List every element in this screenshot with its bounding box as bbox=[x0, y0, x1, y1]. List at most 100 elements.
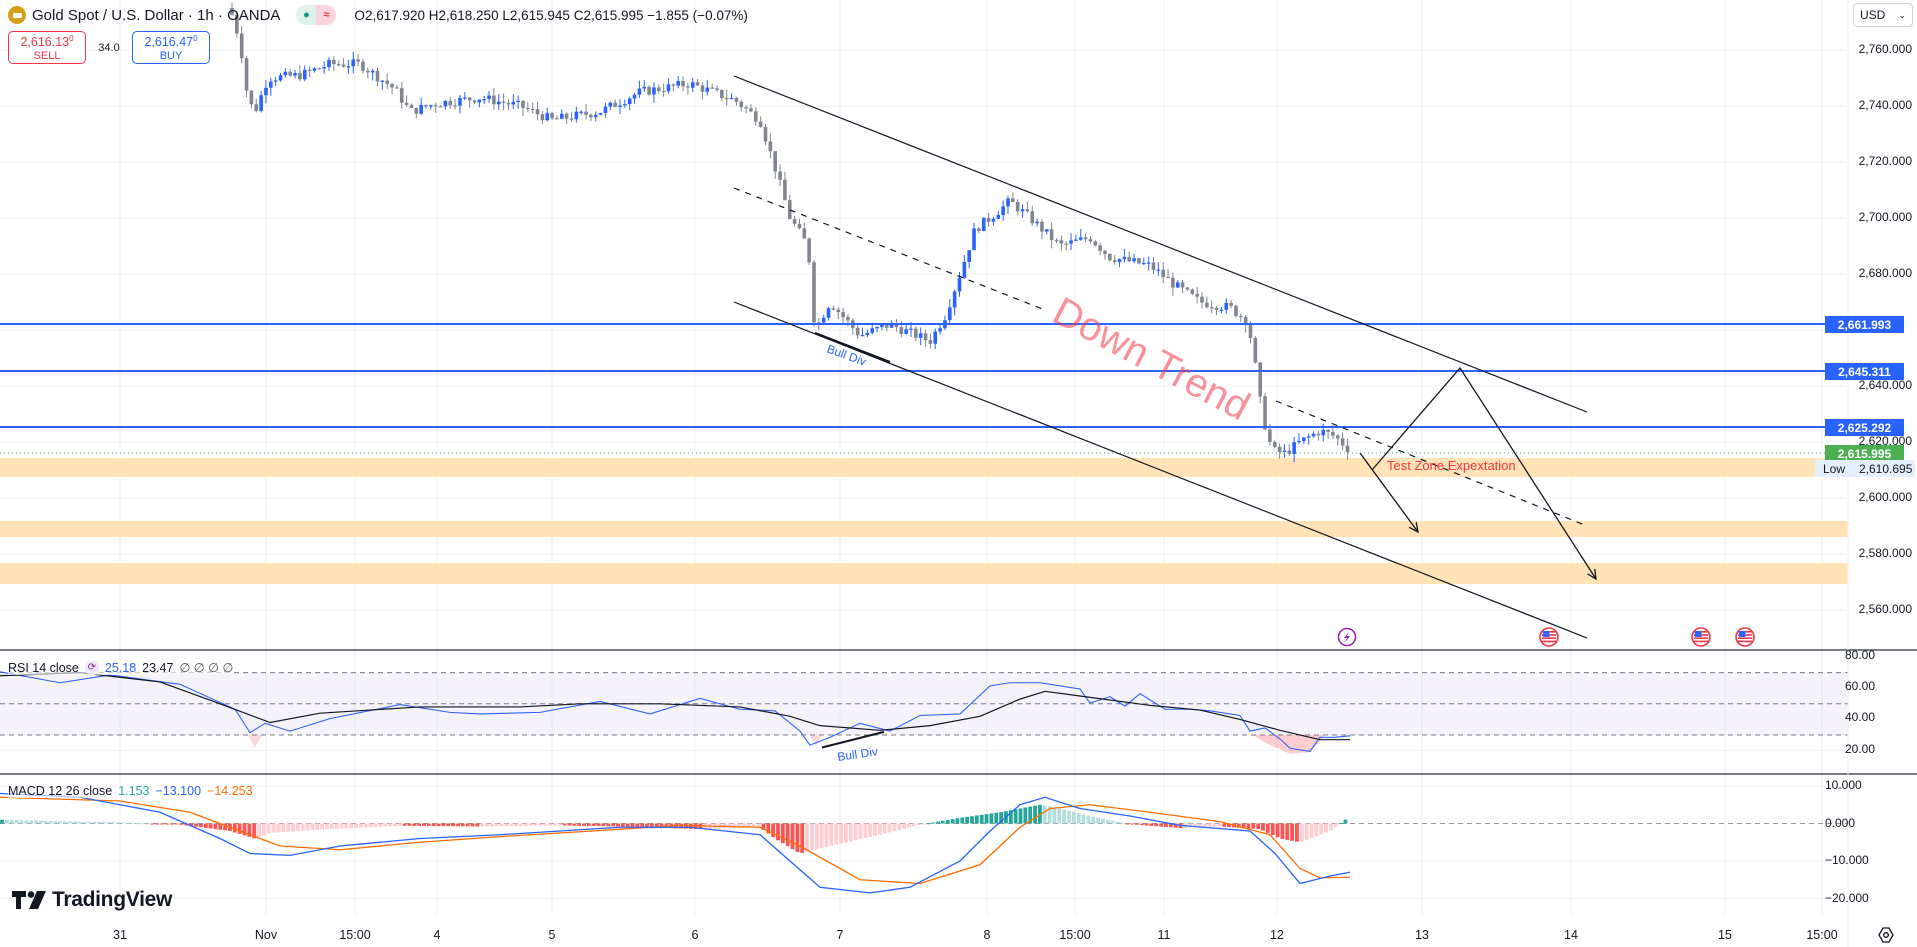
time-axis-label: 15:00 bbox=[1059, 928, 1091, 942]
refresh-icon: ⟳ bbox=[84, 660, 99, 675]
candles bbox=[230, 3, 1350, 463]
us-flag-event-icon bbox=[1539, 627, 1559, 647]
low-value: 2,615.945 bbox=[509, 7, 570, 23]
tradingview-logo[interactable]: TradingView bbox=[12, 888, 172, 912]
channel-lower bbox=[733, 301, 1588, 639]
rsi-extra-values: ∅ ∅ ∅ ∅ bbox=[179, 661, 234, 675]
rsi-value: 25.18 bbox=[104, 660, 137, 675]
rsi-ma-value: 23.47 bbox=[142, 660, 174, 675]
price-axis-label: 2,580.000 bbox=[1858, 546, 1912, 560]
rsi-axis-label: 80.00 bbox=[1844, 648, 1875, 662]
brand-name: TradingView bbox=[52, 888, 173, 911]
buy-price: 2,616.47 bbox=[144, 35, 194, 50]
test-zone-label: Test Zone Expextation bbox=[1387, 458, 1516, 473]
time-axis-label: 15:00 bbox=[339, 928, 371, 942]
sell-button[interactable]: 2,616.130 SELL bbox=[8, 31, 86, 64]
rsi-axis-label: 20.00 bbox=[1844, 741, 1875, 756]
spread-value: 34.0 bbox=[98, 41, 120, 54]
demand-zone bbox=[0, 563, 1848, 584]
macd-axis-label: −10.000 bbox=[1825, 853, 1869, 867]
price-tag: 2,661.993 bbox=[1825, 316, 1904, 333]
rsi-legend[interactable]: RSI 14 close ⟳ 25.18 23.47 ∅ ∅ ∅ ∅ bbox=[8, 660, 234, 675]
time-axis-label: 5 bbox=[548, 928, 556, 942]
rsi-bull-div-label: Bull Div bbox=[836, 744, 878, 764]
time-axis-label: 12 bbox=[1270, 928, 1284, 942]
sell-price-sup: 0 bbox=[69, 33, 74, 43]
price-axis-label: 2,620.000 bbox=[1858, 434, 1912, 448]
us-flag-event-icon bbox=[1691, 627, 1711, 647]
currency-select[interactable]: USD ⌄ bbox=[1853, 3, 1913, 27]
time-axis-label: 6 bbox=[691, 928, 699, 942]
symbol-header: Gold Spot / U.S. Dollar · 1h · OANDA ● ≈… bbox=[8, 5, 748, 25]
currency-value: USD bbox=[1860, 8, 1886, 22]
macd-signal-line bbox=[0, 796, 1351, 885]
macd-title: MACD 12 26 close bbox=[8, 784, 113, 798]
macd-axis-label: 10.000 bbox=[1825, 778, 1862, 792]
chevron-down-icon: ⌄ bbox=[1898, 9, 1906, 20]
open-label: O bbox=[354, 7, 365, 23]
price-axis-label: 2,560.000 bbox=[1858, 602, 1912, 616]
open-value: 2,617.920 bbox=[364, 7, 425, 23]
rsi-axis-label: 40.00 bbox=[1844, 710, 1875, 725]
low-tag-label: Low bbox=[1823, 461, 1846, 476]
delayed-data-icon: ≈ bbox=[316, 5, 337, 25]
high-label: H bbox=[428, 7, 439, 23]
price-axis-label: 2,680.000 bbox=[1858, 266, 1912, 280]
buy-button[interactable]: 2,616.470 BUY bbox=[132, 31, 210, 64]
trade-panel: 2,616.130 SELL 34.0 2,616.470 BUY bbox=[8, 31, 210, 64]
sell-label: SELL bbox=[33, 50, 61, 63]
price-axis-label: 2,760.000 bbox=[1858, 42, 1912, 56]
rsi-line bbox=[0, 671, 1351, 752]
ohlc-values: O2,617.920 H2,618.250 L2,615.945 C2,615.… bbox=[354, 8, 747, 23]
macd-hist-value: 1.153 bbox=[118, 784, 150, 798]
price-tag: 2,625.292 bbox=[1825, 419, 1904, 436]
market-open-dot-icon: ● bbox=[296, 5, 317, 25]
buy-price-sup: 0 bbox=[193, 33, 198, 43]
gold-bar-icon bbox=[8, 6, 26, 24]
macd-axis-label: 0.000 bbox=[1825, 815, 1856, 830]
settings-gear-icon[interactable] bbox=[1878, 927, 1894, 943]
symbol-title[interactable]: Gold Spot / U.S. Dollar · 1h · OANDA bbox=[32, 6, 281, 24]
price-tag: 2,645.311 bbox=[1825, 363, 1904, 380]
macd-legend[interactable]: MACD 12 26 close 1.153 −13.100 −14.253 bbox=[8, 784, 253, 798]
price-axis-label: 2,640.000 bbox=[1858, 378, 1912, 392]
close-label: C bbox=[573, 7, 584, 23]
low-label: L bbox=[502, 7, 510, 23]
down-trend-label: Down Trend bbox=[1046, 289, 1257, 429]
price-axis-label: 2,740.000 bbox=[1858, 98, 1912, 112]
price-axis-label: 2,700.000 bbox=[1858, 210, 1912, 224]
rsi-ma-line bbox=[0, 671, 1350, 741]
rsi-axis-label: 60.00 bbox=[1844, 679, 1875, 694]
sell-price: 2,616.13 bbox=[20, 35, 70, 50]
time-axis-label: 8 bbox=[983, 928, 991, 942]
time-axis-label: 4 bbox=[433, 928, 441, 942]
demand-zone bbox=[0, 521, 1848, 537]
time-axis-label: Nov bbox=[254, 928, 278, 942]
time-axis-label: 14 bbox=[1564, 928, 1578, 942]
macd-axis-label: −20.000 bbox=[1825, 890, 1869, 905]
high-value: 2,618.250 bbox=[438, 7, 499, 23]
low-tag-value: 2,610.695 bbox=[1859, 461, 1913, 476]
tradingview-mark-icon bbox=[12, 891, 46, 909]
demand-zone bbox=[0, 458, 1848, 477]
us-flag-event-icon bbox=[1735, 627, 1755, 647]
earnings-bolt-icon bbox=[1337, 627, 1357, 647]
time-axis-label: 15 bbox=[1718, 928, 1732, 942]
macd-line bbox=[0, 792, 1351, 894]
time-axis-label: 7 bbox=[836, 928, 844, 942]
session-low-tag: Low 2,610.695 bbox=[1815, 460, 1915, 477]
channel-mid-b bbox=[1275, 400, 1588, 527]
macd-signal-value: −14.253 bbox=[207, 784, 253, 798]
status-pill[interactable]: ● ≈ bbox=[296, 5, 337, 25]
close-value: 2,615.995 bbox=[583, 7, 644, 23]
channel-upper bbox=[733, 75, 1588, 413]
price-axis-label: 2,600.000 bbox=[1858, 490, 1912, 504]
time-axis-label: 31 bbox=[113, 928, 127, 942]
time-axis-label: 15:00 bbox=[1806, 928, 1838, 942]
price-axis-label: 2,720.000 bbox=[1858, 154, 1912, 168]
channel-mid-a bbox=[733, 187, 1046, 311]
time-axis-label: 11 bbox=[1157, 928, 1171, 942]
macd-line-value: −13.100 bbox=[155, 784, 202, 798]
time-axis-label: 13 bbox=[1415, 928, 1429, 942]
